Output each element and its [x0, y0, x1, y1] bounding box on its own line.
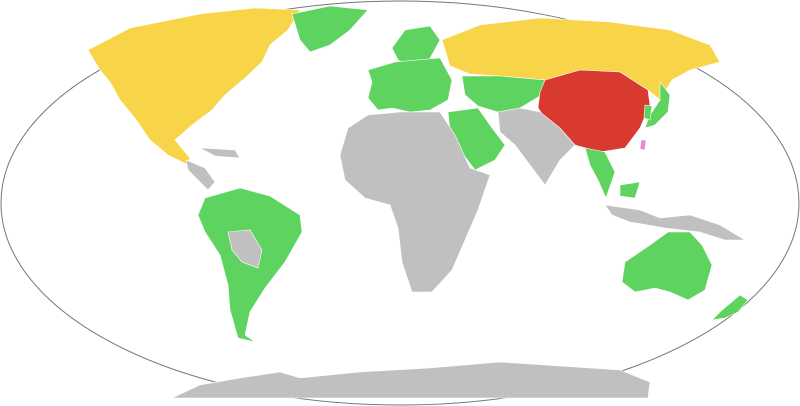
europe[interactable] [367, 57, 453, 113]
greenland[interactable] [291, 5, 369, 53]
australia[interactable] [621, 231, 713, 301]
scandinavia[interactable] [391, 25, 441, 67]
south-asia[interactable] [497, 107, 576, 186]
korea[interactable] [643, 104, 653, 121]
bolivia-paraguay[interactable] [227, 229, 263, 269]
antarctica[interactable] [171, 361, 651, 399]
japan[interactable] [644, 81, 671, 129]
north-america[interactable] [87, 7, 301, 165]
indonesia[interactable] [604, 204, 747, 241]
central-america[interactable] [185, 147, 241, 191]
africa[interactable] [339, 111, 491, 293]
taiwan[interactable] [639, 139, 647, 151]
new-zealand[interactable] [711, 294, 749, 321]
china[interactable] [537, 69, 651, 153]
southeast-asia[interactable] [584, 147, 641, 199]
